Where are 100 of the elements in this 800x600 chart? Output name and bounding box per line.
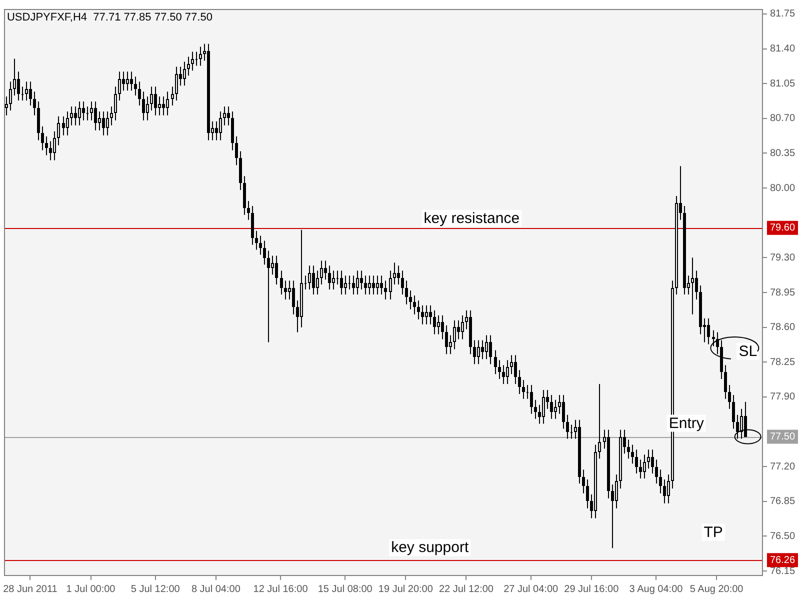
candlestick [473, 340, 476, 365]
candlestick [130, 71, 133, 92]
candlestick [122, 71, 125, 92]
y-tick-label: 77.90 [770, 392, 796, 403]
candlestick [66, 110, 69, 136]
candlestick [356, 270, 359, 295]
candlestick [146, 96, 149, 121]
ref-line-label: 79.60 [770, 222, 796, 234]
candlestick [263, 240, 266, 266]
candlestick [275, 255, 278, 286]
candlestick [384, 280, 387, 300]
candlestick [332, 270, 335, 290]
candlestick [566, 414, 569, 440]
candlestick [655, 459, 658, 484]
y-tick-label: 76.50 [770, 530, 796, 542]
candlestick [126, 71, 129, 92]
candlestick [340, 270, 343, 295]
candlestick [611, 484, 614, 549]
candlestick [336, 270, 339, 286]
candlestick [619, 429, 622, 489]
candlestick [106, 110, 109, 136]
x-tick-label: 29 Jul 16:00 [564, 584, 620, 595]
candlestick [401, 270, 404, 295]
candlestick [142, 91, 145, 121]
candlestick [162, 96, 165, 116]
candlestick [635, 449, 638, 474]
candlestick [154, 86, 157, 116]
candlestick [647, 449, 650, 470]
candlestick [498, 360, 501, 380]
candlestick [45, 136, 48, 156]
candlestick [86, 106, 89, 121]
candlestick [506, 360, 509, 385]
candlestick [707, 318, 710, 345]
candlestick [728, 384, 731, 410]
candlestick [368, 275, 371, 295]
candlestick [586, 479, 589, 509]
candlestick [171, 86, 174, 106]
x-tick-label: 8 Jul 04:00 [191, 584, 241, 595]
candlestick [134, 76, 137, 96]
candlestick [663, 479, 666, 504]
candlestick [255, 230, 258, 250]
x-tick-label: 5 Aug 20:00 [690, 584, 744, 595]
annotation: SL [738, 343, 758, 360]
candlestick [13, 58, 16, 96]
candlestick [138, 81, 141, 106]
candlestick [271, 255, 274, 276]
candlestick [292, 280, 295, 315]
candlestick [376, 275, 379, 295]
candlestick [485, 334, 488, 360]
candlestick [183, 61, 186, 86]
candlestick [594, 444, 597, 519]
chart-title: USDJPYFXF,H4 77.71 77.85 77.50 77.50 [6, 12, 212, 24]
candlestick [393, 262, 396, 286]
candlestick [409, 290, 412, 310]
candlestick [433, 310, 436, 335]
candlestick [550, 394, 553, 420]
candlestick [413, 294, 416, 315]
annotation: Entry [668, 414, 704, 432]
candlestick [324, 260, 327, 280]
candlestick [494, 350, 497, 375]
candlestick [150, 86, 153, 111]
candlestick [352, 275, 355, 295]
candlestick [9, 81, 12, 111]
annotation: TP [704, 524, 723, 542]
candlestick [675, 196, 678, 295]
candlestick [360, 270, 363, 290]
candlestick [695, 270, 698, 300]
candlestick [489, 334, 492, 365]
candlestick [280, 270, 283, 295]
candlestick [477, 340, 480, 365]
y-tick-label: 79.30 [770, 252, 796, 264]
candlestick [582, 469, 585, 494]
candlestick [643, 454, 646, 480]
candlestick [344, 275, 347, 295]
candlestick [78, 101, 81, 126]
y-tick-label: 81.75 [770, 8, 796, 20]
candlestick [627, 439, 630, 460]
candlestick [425, 304, 428, 325]
y-tick-label: 80.70 [770, 113, 796, 124]
y-tick-label: 81.05 [770, 78, 796, 90]
y-tick-label: 76.85 [770, 496, 796, 508]
candlestick [259, 235, 262, 256]
candlestick [481, 340, 484, 360]
candlestick [41, 126, 44, 151]
y-tick-label: 76.15 [770, 566, 796, 577]
candlestick [199, 46, 202, 66]
candlestick [21, 86, 24, 102]
candlestick [380, 275, 383, 295]
candlestick [118, 71, 121, 102]
candlestick [615, 474, 618, 509]
candlestick [542, 389, 545, 424]
candlestick [449, 334, 452, 355]
candlestick [316, 270, 319, 295]
candlestick [510, 354, 513, 375]
candlestick [514, 354, 517, 385]
x-tick-label: 15 Jul 08:00 [318, 584, 373, 595]
candlestick [417, 300, 420, 320]
y-tick-label: 78.25 [770, 356, 796, 368]
candlestick [57, 116, 60, 146]
candlestick [562, 394, 565, 430]
